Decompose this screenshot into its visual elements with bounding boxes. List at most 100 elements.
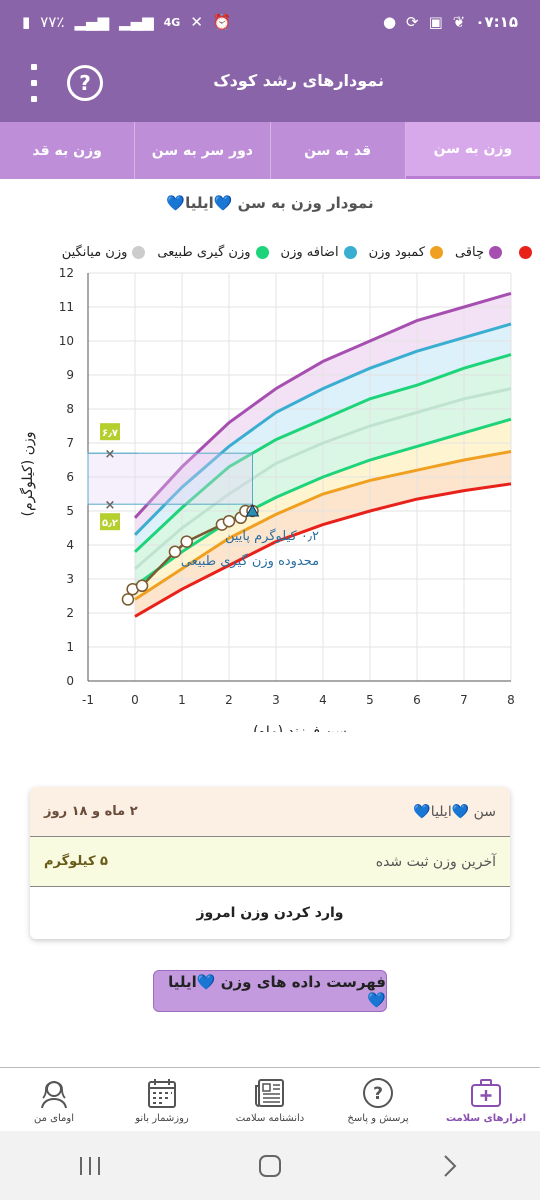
axis-labels: سن فرزند (ماه) وزن (کیلوگرم): [19, 432, 347, 733]
legend-item-underweight[interactable]: کمبود وزن: [369, 245, 443, 260]
y-tick-label: 12: [59, 266, 74, 280]
range-high-label: ۶٫۷: [102, 428, 118, 439]
x-tick-label: 4: [319, 693, 327, 707]
weight-data-list-button[interactable]: فهرست داده های وزن 💙ایلیا💙: [153, 970, 387, 1012]
current-weight-marker: [245, 503, 260, 517]
y-axis-label: وزن (کیلوگرم): [19, 432, 36, 517]
child-info-card: سن 💙ایلیا💙 ۲ ماه و ۱۸ روز آخرین وزن ثبت …: [30, 787, 510, 939]
svg-text:?: ?: [373, 1084, 383, 1104]
last-weight-value: ۵ کیلوگرم: [44, 854, 108, 869]
legend-dot-red: [519, 245, 532, 259]
alarm-icon: ⏰: [212, 12, 232, 31]
status-left: ▮ ۷۷٪ ▂▄▆ ▂▄▆ 4G ✕ ⏰: [22, 13, 232, 31]
y-tick-label: 10: [59, 334, 74, 348]
range-low-mark: ×: [105, 498, 116, 513]
home-button[interactable]: [240, 1146, 300, 1186]
x-tick-label: 1: [178, 693, 186, 707]
y-tick-label: 4: [66, 538, 74, 552]
x-tick-label: 7: [460, 693, 468, 707]
notification-dot-icon: ●: [382, 12, 397, 31]
nav-my-profile[interactable]: اومای من: [0, 1068, 108, 1131]
help-button[interactable]: ?: [67, 65, 103, 101]
child-weight-point: [121, 593, 135, 606]
clock: ۰۷:۱۵: [475, 13, 518, 31]
recent-apps-button[interactable]: [60, 1146, 120, 1186]
percentile-line: [133, 322, 512, 536]
signal-icon-2: ▂▄▆: [119, 12, 154, 31]
percentile-band: [135, 293, 511, 535]
tab-height-for-age[interactable]: قد به سن: [271, 122, 406, 179]
nav-my-profile-label: اومای من: [34, 1112, 74, 1124]
range-low-label: ۵٫۲: [102, 518, 118, 529]
annotation-normal-range: محدوده وزن گیری طبیعی: [181, 553, 319, 569]
x-tick-label: 0: [131, 693, 139, 707]
x-axis-label: سن فرزند (ماه): [253, 724, 347, 732]
x-tick-label: 6: [413, 693, 421, 707]
recent-apps-icon: [80, 1156, 100, 1175]
legend-dot-overweight: [343, 245, 357, 259]
legend-dot-average: [132, 245, 146, 259]
y-tick-label: 6: [66, 470, 74, 484]
sync-icon: ⟳: [406, 12, 419, 31]
app-title: نمودارهای رشد کودک: [213, 71, 384, 90]
last-weight-row: آخرین وزن ثبت شده ۵ کیلوگرم: [30, 837, 510, 887]
enter-today-weight-button[interactable]: وارد کردن وزن امروز: [196, 905, 344, 921]
percentile-lines: [133, 291, 512, 618]
legend-dot-normal: [255, 245, 269, 259]
leaf-icon: ❦: [452, 12, 466, 31]
child-weight-point: [168, 545, 182, 559]
back-button[interactable]: [420, 1146, 480, 1186]
legend-item-overweight[interactable]: اضافه وزن: [281, 245, 357, 260]
nav-calendar-label: روزشمار بانو: [135, 1112, 189, 1124]
chart-grid: [87, 272, 512, 682]
age-row: سن 💙ایلیا💙 ۲ ماه و ۱۸ روز: [30, 787, 510, 837]
nav-calendar[interactable]: روزشمار بانو: [108, 1068, 216, 1131]
child-weight-point: [135, 579, 149, 593]
overflow-menu-icon[interactable]: [22, 64, 46, 102]
range-box: × × ۶٫۷ ۵٫۲: [87, 423, 253, 531]
legend-label-normal: وزن گیری طبیعی: [157, 244, 251, 260]
tab-weight-for-height[interactable]: وزن به قد: [0, 122, 136, 179]
legend-label-obesity: چاقی: [454, 244, 484, 260]
y-tick-label: 2: [66, 606, 74, 620]
annotation-below: ۰٫۲ کیلوگرم پایین: [225, 528, 319, 544]
y-tick-label: 11: [59, 300, 74, 314]
tab-weight-for-age[interactable]: وزن به سن: [405, 122, 540, 179]
calendar-icon: [148, 1078, 176, 1108]
nav-health-tools[interactable]: ابزارهای سلامت: [432, 1068, 540, 1131]
range-low-badge: [100, 513, 120, 531]
x-tick-label: 2: [225, 693, 233, 707]
age-label: سن 💙ایلیا💙: [413, 803, 496, 820]
legend-label-overweight: اضافه وزن: [280, 244, 339, 260]
chart-annotations: ۰٫۲ کیلوگرم پایین محدوده وزن گیری طبیعی: [181, 528, 319, 569]
home-icon: [259, 1154, 281, 1177]
nav-qa[interactable]: ? پرسش و پاسخ: [324, 1068, 432, 1131]
legend-item-red[interactable]: [514, 245, 532, 259]
x-tick-label: 5: [366, 693, 374, 707]
tab-head-for-age[interactable]: دور سر به سن: [135, 122, 271, 179]
nav-encyclopedia[interactable]: دانشنامه سلامت: [216, 1068, 324, 1131]
range-high-mark: ×: [105, 447, 116, 462]
percentile-line: [133, 291, 512, 519]
x-tick-label: -1: [82, 693, 94, 707]
status-right: ● ⟳ ▣ ❦ ۰۷:۱۵: [383, 13, 518, 31]
system-nav-bar: [0, 1131, 540, 1200]
legend-item-obesity[interactable]: چاقی: [455, 245, 502, 260]
legend-item-average[interactable]: وزن میانگین: [62, 245, 146, 260]
y-tick-label: 8: [66, 402, 74, 416]
legend-item-normal[interactable]: وزن گیری طبیعی: [157, 244, 269, 260]
newspaper-icon: [255, 1078, 284, 1107]
nav-encyclopedia-label: دانشنامه سلامت: [235, 1112, 305, 1124]
normal-range-rect: [87, 452, 253, 505]
status-bar: ▮ ۷۷٪ ▂▄▆ ▂▄▆ 4G ✕ ⏰ ● ⟳ ▣ ❦ ۰۷:۱۵: [0, 0, 540, 44]
nav-qa-label: پرسش و پاسخ: [347, 1112, 409, 1124]
bottom-nav: ابزارهای سلامت ? پرسش و پاسخ دانشنامه سل…: [0, 1067, 540, 1131]
network-type: 4G: [163, 15, 181, 29]
battery-icon: ▮: [22, 12, 31, 31]
last-weight-label: آخرین وزن ثبت شده: [375, 853, 496, 870]
gallery-icon: ▣: [428, 12, 443, 31]
y-tick-label: 7: [66, 436, 74, 450]
